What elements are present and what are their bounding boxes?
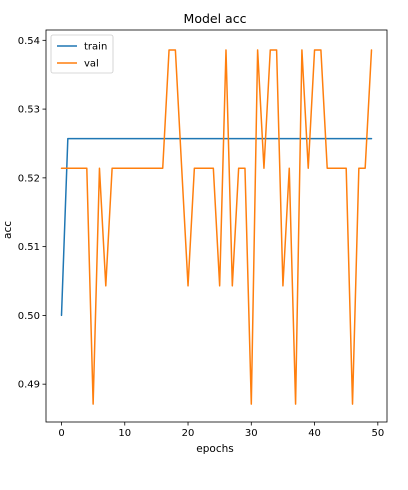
axes: 0 10 20 30 40 50 0.49 0.50 0.51 0.52 0.53 0.54 bbox=[18, 29, 388, 439]
x-axis-label: epochs bbox=[196, 443, 233, 455]
y-tick-label: 0.52 bbox=[18, 173, 40, 184]
legend-label-val: val bbox=[84, 59, 99, 70]
axes-frame bbox=[45, 29, 388, 423]
x-tick-label: 30 bbox=[245, 428, 258, 439]
x-tick-label: 10 bbox=[118, 428, 131, 439]
series-line-train bbox=[60, 137, 373, 317]
x-tick-label: 50 bbox=[371, 428, 384, 439]
y-tick-label: 0.50 bbox=[18, 311, 40, 322]
x-tick-label: 40 bbox=[308, 428, 321, 439]
y-tick-label: 0.53 bbox=[18, 105, 40, 116]
x-tick-label: 0 bbox=[58, 428, 64, 439]
chart-title: Model acc bbox=[184, 11, 247, 26]
series-line-val bbox=[60, 49, 373, 405]
y-tick-label: 0.51 bbox=[18, 242, 40, 253]
y-tick-label: 0.49 bbox=[18, 380, 40, 391]
x-tick-label: 20 bbox=[182, 428, 195, 439]
legend-label-train: train bbox=[84, 42, 107, 53]
y-tick-label: 0.54 bbox=[18, 36, 40, 47]
plot-area bbox=[60, 49, 373, 405]
y-axis-label: acc bbox=[2, 221, 14, 239]
legend: train val bbox=[50, 34, 114, 74]
